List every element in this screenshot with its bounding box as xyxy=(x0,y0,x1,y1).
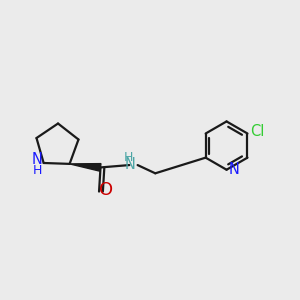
Text: N: N xyxy=(32,152,43,167)
Text: H: H xyxy=(124,151,134,164)
Text: N: N xyxy=(228,162,239,177)
Text: Cl: Cl xyxy=(250,124,264,139)
Polygon shape xyxy=(70,164,101,171)
Text: N: N xyxy=(124,157,135,172)
Text: H: H xyxy=(32,164,42,177)
Text: O: O xyxy=(99,181,113,199)
